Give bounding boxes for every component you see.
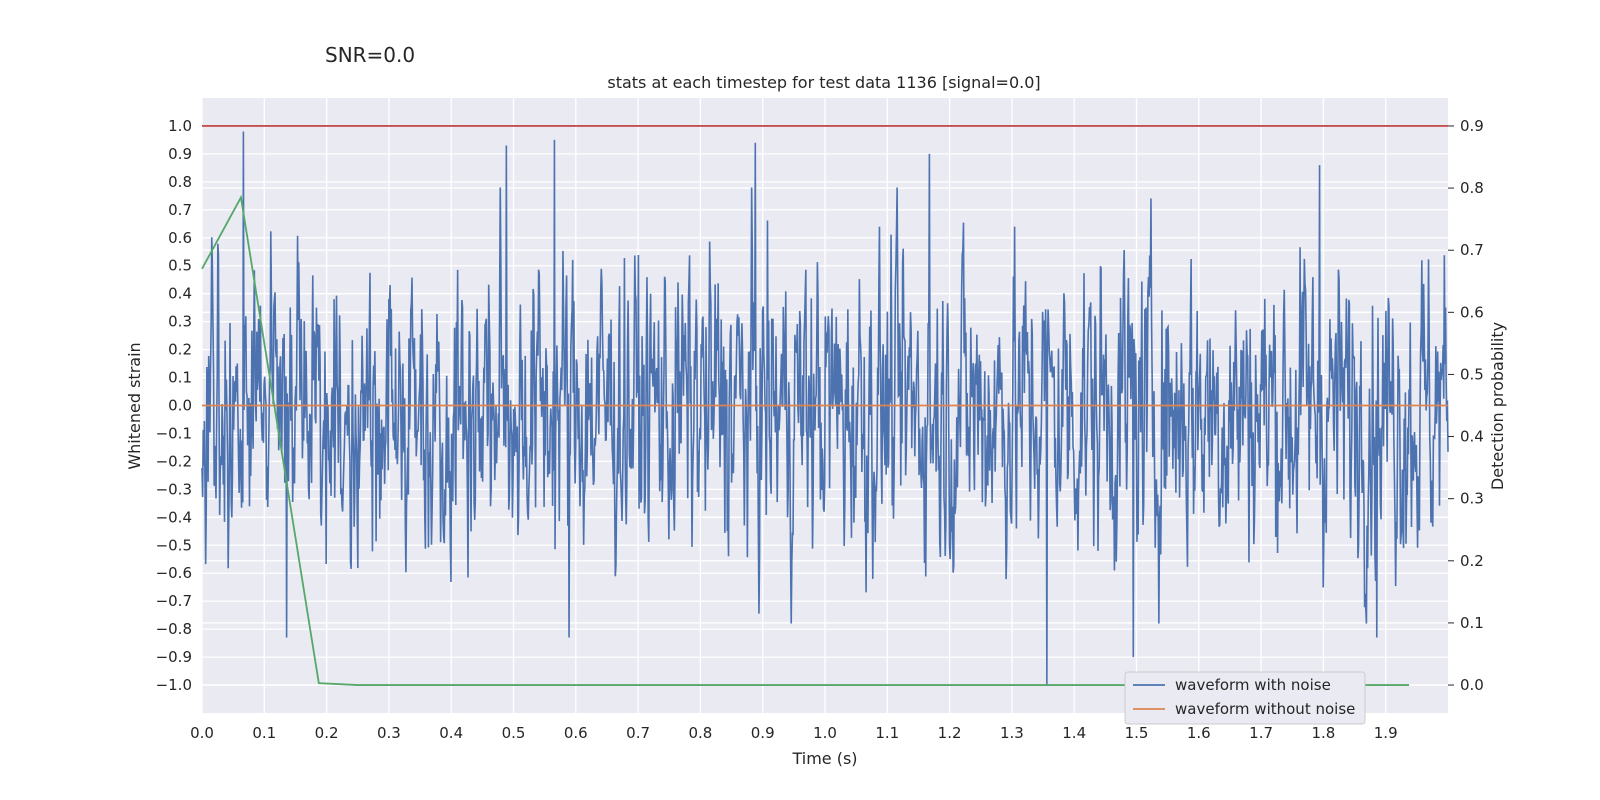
tick-labels: 0.0 0.1 0.2 0.3 0.4 0.5 0.6 0.7 0.8 0.9 1.0 1.1 1.2 1… <box>156 117 1484 742</box>
legend-box <box>1124 671 1366 725</box>
x-tick-label: 1.2 <box>938 724 962 742</box>
x-tick-label: 1.4 <box>1062 724 1086 742</box>
y-tick-label: 0.0 <box>168 397 192 415</box>
y-tick-label: 0.8 <box>168 173 192 191</box>
x-axis-label: Time (s) <box>791 749 857 768</box>
x-tick-label: 0.5 <box>502 724 526 742</box>
x-tick-label: 0.6 <box>564 724 588 742</box>
y2-tick-label: 0.5 <box>1460 365 1484 383</box>
chart-suptitle: SNR=0.0 <box>325 43 415 67</box>
y-tick-label: 0.4 <box>168 285 192 303</box>
y-tick-label: −0.4 <box>156 508 192 526</box>
x-tick-label: 0.1 <box>252 724 276 742</box>
x-tick-label: 1.6 <box>1187 724 1211 742</box>
legend-label-clean: waveform without noise <box>1175 700 1355 718</box>
y-tick-label: −0.6 <box>156 564 192 582</box>
x-tick-label: 0.4 <box>439 724 463 742</box>
x-tick-label: 1.0 <box>813 724 837 742</box>
x-tick-label: 0.2 <box>315 724 339 742</box>
y2-tick-label: 0.1 <box>1460 614 1484 632</box>
y2-tick-label: 0.6 <box>1460 303 1484 321</box>
x-tick-label: 1.9 <box>1374 724 1398 742</box>
y-tick-label: 0.7 <box>168 201 192 219</box>
legend: waveform with noise waveform without noi… <box>1124 671 1366 725</box>
y-tick-label: 0.2 <box>168 341 192 359</box>
y2-tick-label: 0.7 <box>1460 241 1484 259</box>
y-tick-label: −0.2 <box>156 452 192 470</box>
y-tick-label: 0.6 <box>168 229 192 247</box>
y-tick-label: 0.5 <box>168 257 192 275</box>
y-tick-label: −0.9 <box>156 648 192 666</box>
y-tick-label: −0.7 <box>156 592 192 610</box>
series-line-waveform-with-noise <box>201 131 1449 686</box>
x-tick-label: 1.7 <box>1249 724 1273 742</box>
legend-label-noise: waveform with noise <box>1175 676 1331 694</box>
x-tick-label: 0.7 <box>626 724 650 742</box>
y2-tick-label: 0.0 <box>1460 676 1484 694</box>
y-tick-label: 0.1 <box>168 369 192 387</box>
y2-tick-label: 0.8 <box>1460 179 1484 197</box>
x-tick-label: 1.8 <box>1311 724 1335 742</box>
y-tick-label: −0.5 <box>156 536 192 554</box>
y2-tick-label: 0.9 <box>1460 117 1484 135</box>
y-tick-label: 0.3 <box>168 313 192 331</box>
y2-tick-label: 0.3 <box>1460 490 1484 508</box>
x-tick-label: 0.9 <box>751 724 775 742</box>
y2-tick-label: 0.4 <box>1460 428 1484 446</box>
chart-title: stats at each timestep for test data 113… <box>607 73 1040 92</box>
x-tick-label: 0.8 <box>688 724 712 742</box>
x-tick-label: 1.1 <box>875 724 899 742</box>
y2-axis-label: Detection probability <box>1488 322 1507 490</box>
y-tick-label: −0.1 <box>156 424 192 442</box>
y-tick-label: 1.0 <box>168 117 192 135</box>
x-tick-label: 0.0 <box>190 724 214 742</box>
y-tick-label: −0.3 <box>156 480 192 498</box>
y-tick-label: −0.8 <box>156 620 192 638</box>
y-axis-label: Whitened strain <box>125 342 144 469</box>
x-tick-label: 1.5 <box>1125 724 1149 742</box>
y-tick-label: 0.9 <box>168 145 192 163</box>
x-tick-label: 1.3 <box>1000 724 1024 742</box>
y2-tick-label: 0.2 <box>1460 552 1484 570</box>
y-tick-label: −1.0 <box>156 676 192 694</box>
x-tick-label: 0.3 <box>377 724 401 742</box>
